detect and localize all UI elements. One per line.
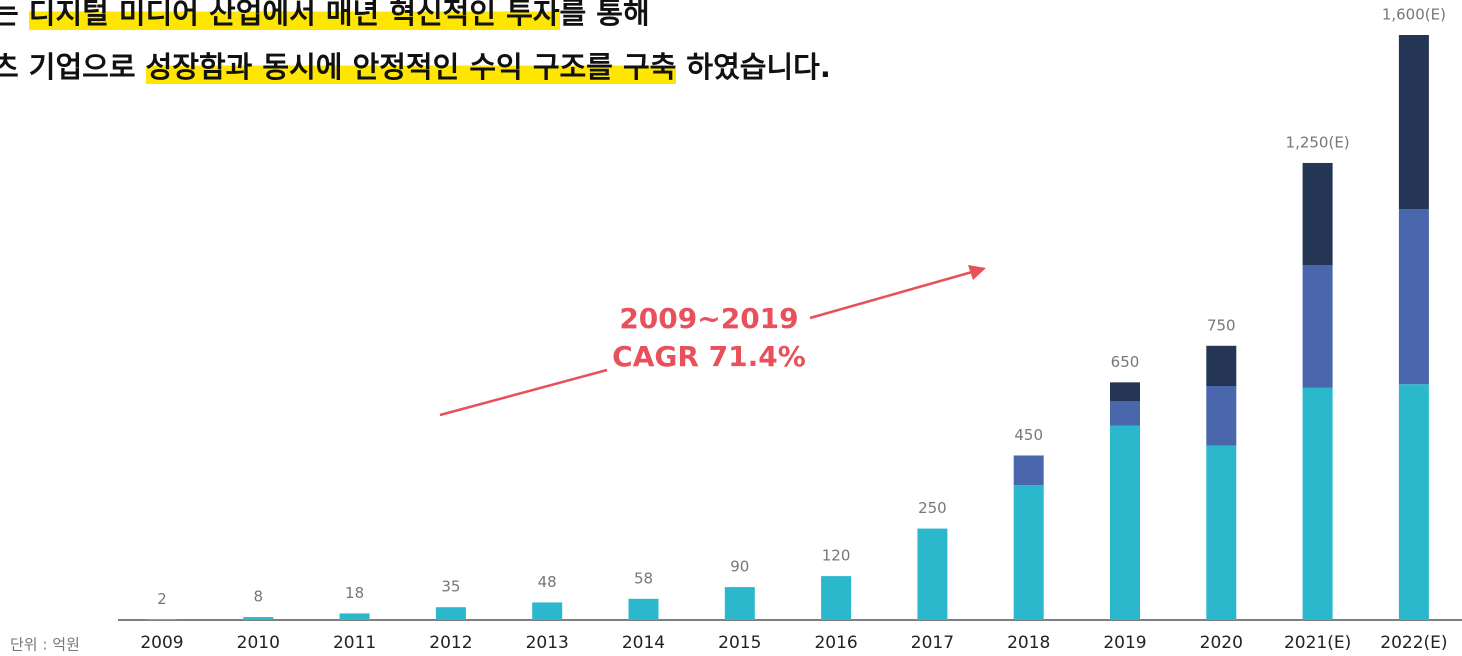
total-label: 58 [634,569,653,587]
headline-line: 츠 기업으로 성장함과 동시에 안정적인 수익 구조를 구축 하였습니다. [0,40,831,94]
bar-segment [339,613,370,620]
total-label: 750 [1207,316,1236,334]
headline-text: 를 통해 [559,0,650,30]
bar-segment [1013,485,1044,620]
total-label: 1,600(E) [1382,6,1446,24]
bar-segment [532,602,563,620]
bar-segment [1110,401,1140,426]
bar-segment [1302,162,1333,266]
total-label: 2 [157,590,167,608]
x-tick-label: 2016 [814,633,857,653]
bar-segment [1110,382,1140,402]
bar-segment [1110,425,1140,620]
x-tick-label: 2012 [429,633,472,653]
x-tick-label: 2015 [718,633,761,653]
total-label: 8 [254,588,264,606]
bar-segment [628,598,659,620]
total-label: 250 [918,499,947,517]
highlight-text: 성장함과 동시에 안정적인 수익 구조를 구축 [145,50,677,84]
bar-segment [1398,209,1429,385]
x-tick-label: 2022(E) [1380,633,1447,653]
bar-segment [1206,386,1237,446]
bar-segment [1398,384,1429,620]
total-label: 450 [1014,426,1043,444]
bar-segment [147,619,177,620]
bar-segment [1398,35,1429,210]
x-tick-label: 2018 [1007,633,1050,653]
arrow-line [439,368,608,417]
x-tick-label: 2021(E) [1284,633,1351,653]
total-label: 120 [822,547,851,565]
bar-segment [724,587,755,620]
bar-segment [1206,445,1237,620]
headline-text: 는 [0,0,19,30]
headline-text: 하였습니다. [676,50,831,84]
highlight-text: 디지털 미디어 산업에서 매년 혁신적인 투자 [28,0,560,30]
bar-segment [1302,387,1333,620]
total-label: 18 [345,584,364,602]
bar-segment [1013,455,1044,486]
total-label: 650 [1111,353,1140,371]
x-tick-label: 2009 [140,633,183,653]
headline-text: 츠 기업으로 [0,50,146,84]
bar-segment [821,576,852,620]
bar-segment [1206,345,1237,386]
arrow-line [809,270,973,320]
x-tick-label: 2017 [911,633,954,653]
x-tick-label: 2020 [1200,633,1243,653]
arrow-head [968,265,986,280]
total-label: 48 [538,573,557,591]
bar-segment [243,617,274,620]
total-label: 35 [441,578,460,596]
annotation: CAGR 71.4% [612,340,806,373]
headline-line: 는 디지털 미디어 산업에서 매년 혁신적인 투자를 통해 [0,0,831,40]
x-tick-label: 2011 [333,633,376,653]
headline: 는 디지털 미디어 산업에서 매년 혁신적인 투자를 통해 츠 기업으로 성장함과… [0,0,831,94]
total-label: 1,250(E) [1286,133,1350,151]
unit-label: 단위 : 억원 [10,636,80,654]
bar-segment [435,607,466,620]
x-tick-label: 2014 [622,633,665,653]
total-label: 90 [730,558,749,576]
x-tick-label: 2010 [237,633,280,653]
annotation: 2009~2019 [619,302,798,335]
bar-segment [917,528,948,620]
x-tick-label: 2013 [526,633,569,653]
bar-segment [1302,265,1333,388]
x-tick-label: 2019 [1103,633,1146,653]
